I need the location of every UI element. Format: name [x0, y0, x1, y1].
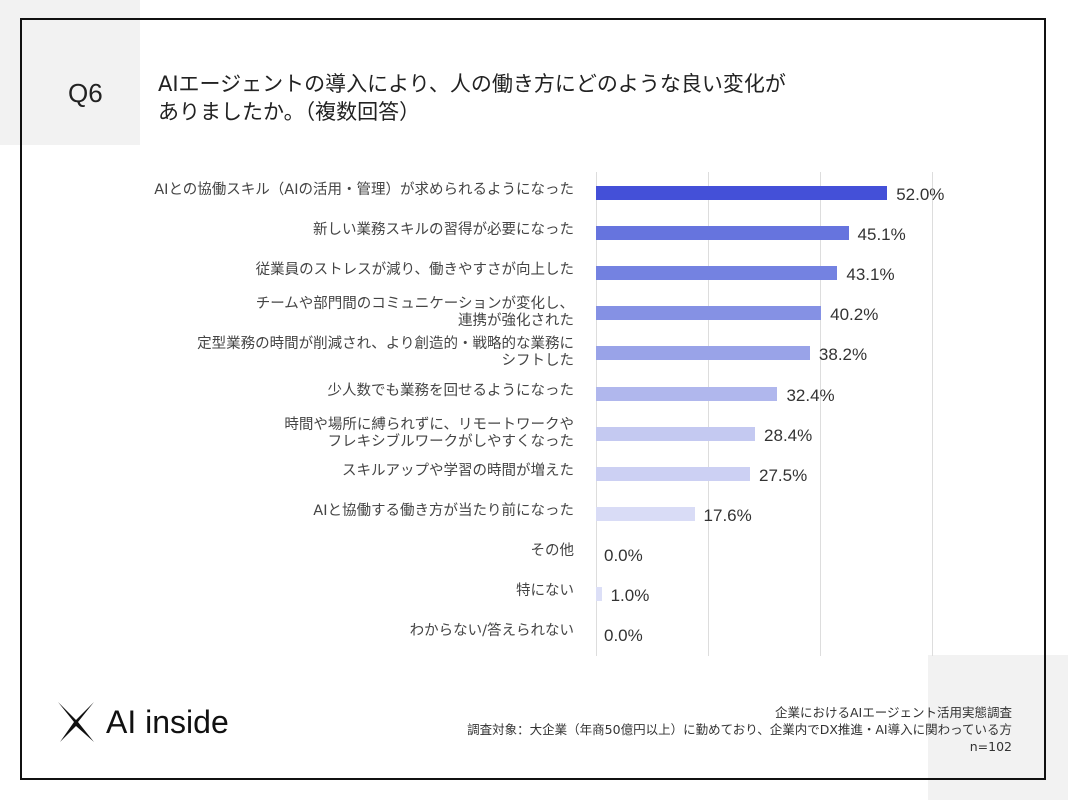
category-label: 定型業務の時間が削減され、より創造的・戦略的な業務に シフトした — [197, 336, 574, 370]
category-label: チームや部門間のコミュニケーションが変化し、 連携が強化された — [255, 296, 574, 330]
ai-inside-logo: AI inside — [56, 700, 229, 744]
value-label: 40.2% — [830, 305, 879, 325]
value-label: 38.2% — [818, 345, 868, 365]
value-label: 0.0% — [604, 545, 643, 565]
slide-frame — [20, 18, 1046, 780]
value-label: 28.4% — [764, 425, 813, 445]
survey-name: 企業におけるAIエージェント活用実態調査 — [775, 705, 1012, 720]
x-logo-icon — [58, 702, 94, 742]
category-label: AIと協働する働き方が当たり前になった — [313, 502, 574, 519]
category-label: わからない/答えられない — [409, 623, 574, 640]
gridline — [932, 172, 933, 656]
value-label: 43.1% — [846, 265, 895, 285]
value-label: 32.4% — [786, 385, 835, 405]
value-label: 27.5% — [759, 465, 808, 485]
corner-decoration-top — [0, 0, 140, 145]
value-label: 17.6% — [703, 505, 752, 525]
category-label: その他 — [530, 542, 575, 559]
bar — [596, 426, 756, 441]
value-label: 45.1% — [857, 225, 906, 245]
bar — [596, 346, 810, 361]
category-label: スキルアップや学習の時間が増えた — [342, 462, 574, 479]
category-label: 従業員のストレスが減り、働きやすさが向上した — [255, 262, 574, 279]
sample-size: n=102 — [969, 739, 1012, 754]
bar — [596, 386, 778, 401]
gridline — [596, 172, 597, 656]
gridline — [820, 172, 821, 656]
survey-target: 調査対象：大企業（年商50億円以上）に勤めており、企業内でDX推進・AI導入に関… — [467, 722, 1012, 737]
bar — [596, 466, 750, 481]
category-label: 特にない — [516, 583, 574, 599]
bar — [596, 306, 822, 321]
logo-text: AI inside — [106, 703, 229, 740]
value-label: 52.0% — [896, 185, 945, 204]
category-label: 時間や場所に縛られずに、リモートワークや フレキシブルワークがしやすくなった — [284, 416, 574, 450]
question-number: Q6 — [68, 78, 103, 108]
question-title: AIエージェントの導入により、人の働き方にどのような良い変化が ありましたか。（… — [158, 72, 786, 124]
survey-footer: 企業におけるAIエージェント活用実態調査 調査対象：大企業（年商50億円以上）に… — [467, 704, 1012, 755]
bar — [596, 587, 602, 601]
category-label: 少人数でも業務を回せるようになった — [327, 382, 575, 399]
category-label: 新しい業務スキルの習得が必要になった — [313, 222, 574, 239]
bar — [596, 266, 838, 281]
bar — [596, 506, 695, 521]
value-label: 0.0% — [604, 626, 643, 646]
value-label: 1.0% — [610, 586, 650, 605]
category-label: AIとの協働スキル（AIの活用・管理）が求められるようになった — [154, 182, 574, 198]
bar — [596, 186, 888, 200]
bar — [596, 226, 849, 241]
gridline — [708, 172, 709, 656]
